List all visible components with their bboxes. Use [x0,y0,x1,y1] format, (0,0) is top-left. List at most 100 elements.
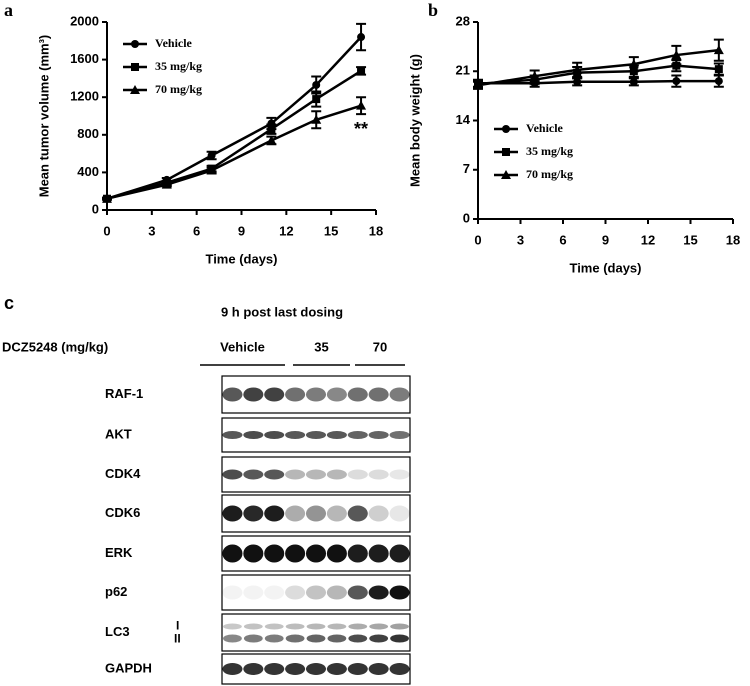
band [390,634,409,643]
marker [206,165,217,175]
marker [573,77,582,86]
series-line [106,104,362,200]
marker [473,80,483,90]
legend-label: 35 mg/kg [526,144,573,158]
band [347,505,368,522]
marker [572,64,583,74]
band [222,585,243,600]
y-tick-label: 28 [456,13,470,28]
x-tick-label: 12 [641,232,655,247]
x-tick-label: 0 [103,223,110,238]
blot-treatment: DCZ5248 (mg/kg) [2,339,108,354]
legend-label: 70 mg/kg [526,167,573,181]
band [285,634,305,643]
band [222,431,243,439]
band [327,634,347,643]
series-line [106,69,362,200]
band [326,469,347,480]
panel-label: c [4,293,14,313]
marker [131,40,139,48]
y-tick-label: 800 [77,126,99,141]
row-label: AKT [105,426,132,441]
band [389,544,410,563]
band [305,585,327,600]
band [348,623,368,630]
band [243,663,264,675]
band [389,469,410,480]
row-label: GAPDH [105,660,152,675]
band [326,663,347,675]
legend-label: Vehicle [155,36,193,50]
y-axis-title: Mean body weight (g) [407,54,422,187]
band [369,634,389,643]
x-tick-label: 3 [148,223,155,238]
band [326,505,347,522]
band [243,469,264,480]
row-label: CDK4 [105,466,141,481]
band [285,663,306,675]
blot-frame [221,613,411,652]
band [389,663,410,675]
marker [131,63,139,71]
band [368,469,389,480]
row-label: p62 [105,584,127,599]
x-tick-label: 6 [559,232,566,247]
band [326,585,347,600]
x-tick-label: 12 [279,223,293,238]
band [285,387,306,402]
band [285,585,306,600]
band [285,469,306,480]
y-tick-label: 21 [456,63,470,78]
band [368,585,389,600]
band [243,585,264,600]
band [305,663,327,675]
row-label: LC3 [105,624,130,639]
series-line [477,48,719,87]
x-axis-title: Time (days) [569,260,641,275]
x-tick-label: 6 [193,223,200,238]
band [222,387,243,402]
band [285,505,306,522]
marker [628,59,639,69]
lc3-band-label: I [176,619,179,633]
y-tick-label: 0 [463,210,470,225]
marker [266,135,277,145]
marker [713,45,724,55]
band [305,469,327,480]
legend-label: 35 mg/kg [155,59,202,73]
band [347,387,368,402]
band [326,544,347,563]
band [243,387,264,402]
band [347,431,368,439]
marker [312,80,321,89]
band [285,544,306,563]
marker [672,61,681,70]
series-line [477,64,719,86]
panel-label: a [4,0,13,20]
band [264,585,285,600]
band [264,663,285,675]
band [222,469,243,480]
band [222,663,243,675]
band [368,387,389,402]
marker [267,125,276,134]
band [264,505,285,522]
group-label: Vehicle [220,339,265,354]
western-blot: RAF-1 AKT CDK4 CDK6 ERK p62 LC3 GAPDH III [105,375,411,685]
panel-label: b [428,0,438,20]
legend-label: Vehicle [526,121,564,135]
x-tick-label: 15 [683,232,697,247]
band [222,544,243,563]
band [306,623,326,630]
lc3-band-label: II [174,632,181,646]
marker [502,125,510,133]
band [348,634,368,643]
band [389,585,410,600]
band [243,634,263,643]
band [243,505,264,522]
band [327,623,347,630]
band [305,431,327,439]
marker [714,77,723,86]
row-label: CDK6 [105,505,140,520]
band [223,634,242,643]
